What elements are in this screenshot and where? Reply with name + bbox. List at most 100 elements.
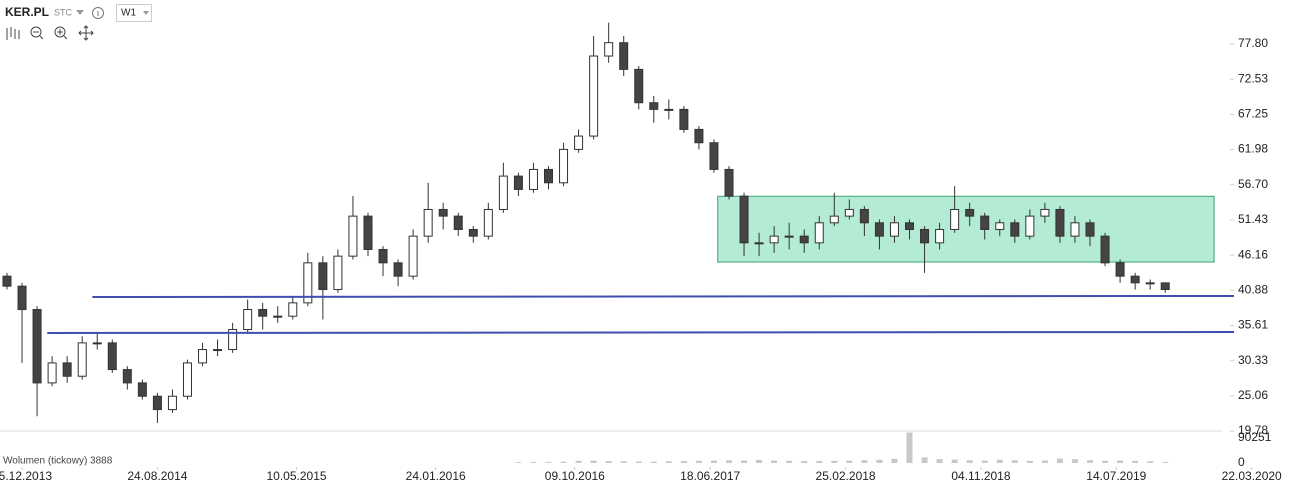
zoom-in-icon[interactable] <box>54 26 66 38</box>
chart-type-icon[interactable] <box>6 27 20 40</box>
volume-bar <box>515 462 522 463</box>
candle-body <box>1010 222 1020 237</box>
candle-body <box>498 175 508 210</box>
candle-body <box>1070 222 1080 237</box>
volume-tick-label: 0 <box>1238 455 1245 469</box>
candle-body <box>363 215 373 250</box>
y-tick-label: 56.70 <box>1238 177 1268 191</box>
range-box <box>717 195 1215 263</box>
support-line <box>92 294 1234 298</box>
volume-bar <box>1026 460 1033 463</box>
volume-bar <box>951 459 958 463</box>
candle-body <box>92 342 102 345</box>
volume-bar <box>530 462 537 463</box>
candle-body <box>348 215 358 257</box>
candle-body <box>799 235 809 244</box>
candle-body <box>273 315 283 318</box>
candle-body <box>604 42 614 57</box>
candle-body <box>1100 235 1110 264</box>
y-tick-label: 51.43 <box>1238 212 1268 226</box>
pan-icon[interactable] <box>78 25 94 41</box>
volume-bar <box>1087 460 1094 463</box>
candle-body <box>288 302 298 317</box>
candle-body <box>62 362 72 377</box>
candle-body <box>333 255 343 291</box>
candle-body <box>1085 222 1095 237</box>
interval-arrow <box>143 11 149 15</box>
symbol[interactable]: KER.PL <box>5 5 49 19</box>
candle-body <box>167 395 177 411</box>
y-tick-label: 77.80 <box>1238 36 1268 50</box>
toolbar <box>6 25 94 41</box>
x-tick-label: 25.02.2018 <box>816 469 876 483</box>
candle-body <box>378 248 388 264</box>
candle-body <box>1130 275 1140 284</box>
volume-bar <box>966 460 973 463</box>
candle-body <box>664 108 674 111</box>
candle-body <box>2 275 12 287</box>
volume-bar <box>560 461 567 463</box>
x-tick-label: 15.12.2013 <box>0 469 52 483</box>
y-tick-label: 19.78 <box>1238 423 1268 437</box>
volume-bar <box>680 461 687 463</box>
candle-body <box>122 369 132 384</box>
y-tick-label: 61.98 <box>1238 142 1268 156</box>
y-tick-label: 72.53 <box>1238 71 1268 85</box>
candle-body <box>784 235 794 238</box>
volume-bar <box>801 461 808 463</box>
candle-body <box>980 215 990 230</box>
volume-label: Wolumen (tickowy) 3888 <box>3 456 113 467</box>
volume-bar <box>921 457 928 463</box>
candle-body <box>754 242 764 245</box>
x-tick-label: 24.01.2016 <box>406 469 466 483</box>
volume-bar <box>861 460 868 463</box>
interval: W1 <box>121 8 136 19</box>
interval-box[interactable] <box>116 4 152 22</box>
candle-body <box>965 208 975 217</box>
candle-body <box>438 208 448 217</box>
candle-body <box>950 208 960 230</box>
candle-body <box>739 195 749 244</box>
volume-bar <box>1147 461 1154 463</box>
volume-bar <box>635 461 642 463</box>
market: STC <box>54 7 73 17</box>
candle-body <box>769 235 779 244</box>
candle-body <box>513 175 523 190</box>
info-icon[interactable] <box>92 7 104 19</box>
volume-bar <box>771 460 778 463</box>
candle-body <box>243 309 253 331</box>
volume-bar <box>1102 460 1109 463</box>
candle-body <box>679 108 689 130</box>
volume-bar <box>996 459 1003 463</box>
candle-body <box>724 168 734 197</box>
candle-body <box>709 142 719 170</box>
volume-bar <box>876 459 883 463</box>
x-tick-label: 24.08.2014 <box>127 469 187 483</box>
volume-bar <box>1117 460 1124 463</box>
candle-body <box>483 208 493 237</box>
candle-body <box>1145 282 1155 285</box>
candle-body <box>453 215 463 230</box>
candle-body <box>1025 215 1035 237</box>
x-tick-label: 04.11.2018 <box>951 469 1010 483</box>
y-tick-label: 30.33 <box>1238 353 1268 367</box>
candle-body <box>107 342 117 371</box>
volume-bar <box>756 459 763 463</box>
candle-body <box>423 208 433 237</box>
candle-body <box>844 208 854 217</box>
candle-body <box>905 222 915 230</box>
y-tick-label: 40.88 <box>1238 282 1268 296</box>
dropdown-arrow[interactable] <box>76 10 84 15</box>
volume-bar <box>936 459 943 463</box>
candle-body <box>137 382 147 397</box>
candle-body <box>829 215 839 224</box>
x-tick-label: 10.05.2015 <box>267 469 327 483</box>
candle-body <box>47 362 57 384</box>
candle-body <box>1160 282 1170 291</box>
volume-bar <box>725 460 732 463</box>
candle-body <box>859 208 869 224</box>
zoom-out-icon[interactable] <box>30 26 42 38</box>
candle-body <box>198 349 208 364</box>
volume-bar <box>786 460 793 463</box>
